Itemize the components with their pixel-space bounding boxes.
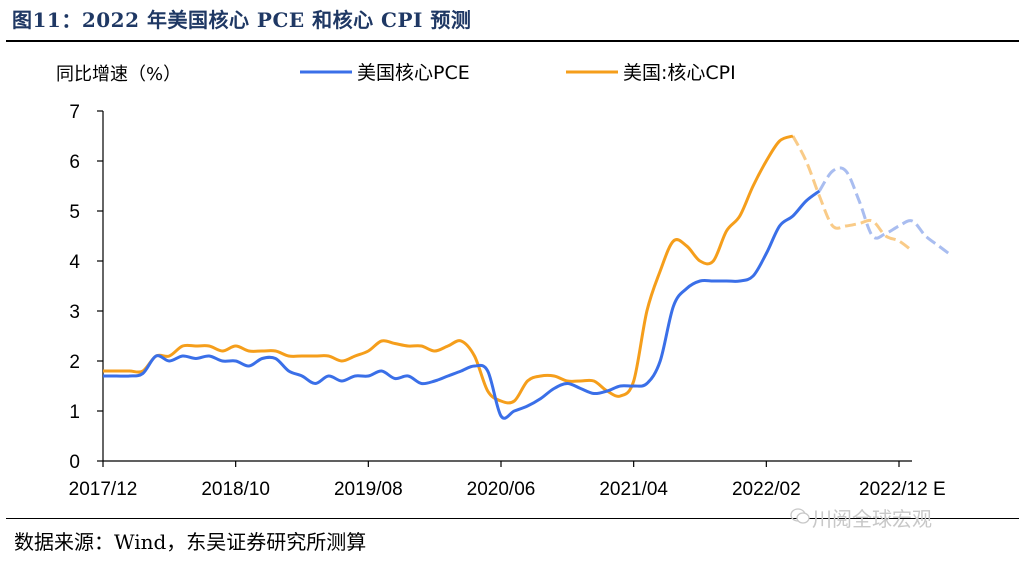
chart-axes <box>102 111 912 462</box>
y-tick-label: 6 <box>69 152 80 173</box>
y-tick-label: 3 <box>69 302 80 323</box>
y-axis-label: 同比增速（%） <box>56 64 181 85</box>
legend-label-pce: 美国核心PCE <box>357 62 470 84</box>
x-tick-label: 2019/08 <box>334 479 403 500</box>
series-line-cpi <box>102 134 794 405</box>
source-note: 数据来源：Wind，东吴证券研究所测算 <box>14 530 367 554</box>
y-tick-label: 2 <box>69 352 80 373</box>
x-tick-label: 2022/12 E <box>859 479 946 500</box>
top-rule <box>6 40 1019 42</box>
x-tick-label: 2020/06 <box>467 479 536 500</box>
y-tick-label: 4 <box>69 252 80 273</box>
x-tick-label: 2017/12 <box>69 479 138 500</box>
watermark: 川阅全球宏观 <box>812 507 932 531</box>
line-chart: 0 1 2 3 4 5 6 7 2017/12 2018/10 2019/08 2020/06 202… <box>56 62 954 500</box>
x-tick-label: 2022/02 <box>732 479 801 500</box>
x-ticks: 2017/12 2018/10 2019/08 2020/06 2021/04 2022/… <box>69 461 946 500</box>
y-tick-label: 0 <box>69 452 80 473</box>
x-tick-label: 2018/10 <box>201 479 270 500</box>
y-tick-label: 7 <box>69 102 80 123</box>
bottom-rule <box>6 518 1019 519</box>
y-ticks: 0 1 2 3 4 5 6 7 <box>69 102 103 473</box>
series-line-cpi-forecast <box>791 135 914 253</box>
series-lines <box>102 134 954 420</box>
legend: 美国核心PCE 美国:核心CPI <box>300 62 736 84</box>
y-tick-label: 5 <box>69 202 80 223</box>
legend-label-cpi: 美国:核心CPI <box>623 62 736 84</box>
series-line-pce <box>103 189 821 420</box>
x-tick-label: 2021/04 <box>599 479 668 500</box>
series-line-pce-forecast <box>818 166 954 258</box>
y-tick-label: 1 <box>69 402 80 423</box>
figure-title: 图11：2022 年美国核心 PCE 和核心 CPI 预测 <box>12 8 472 32</box>
wechat-icon <box>790 508 810 524</box>
